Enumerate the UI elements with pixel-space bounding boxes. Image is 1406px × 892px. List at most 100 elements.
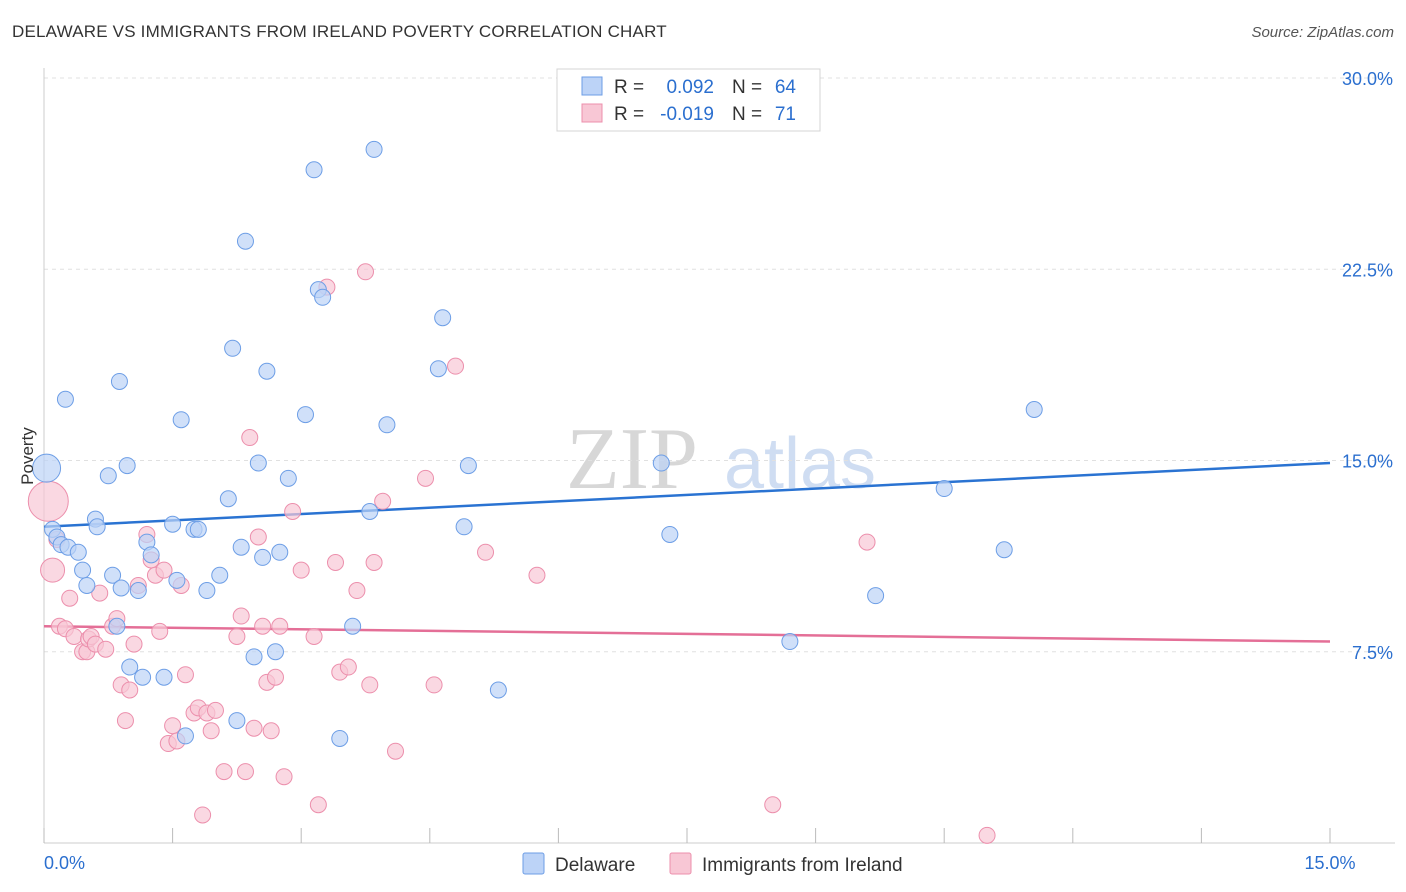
y-tick-label-2: 22.5%: [1342, 260, 1393, 280]
ireland-point-55: [326, 554, 344, 571]
ireland-point-52: [305, 627, 323, 645]
ireland-point-49: [275, 768, 293, 786]
delaware-point-21: [142, 546, 160, 564]
stats-legend-swatch-delaware: [581, 76, 603, 96]
ireland-point-68: [528, 566, 546, 584]
delaware-point-33: [228, 712, 246, 730]
stats-legend-swatch-ireland: [581, 103, 603, 123]
delaware-point-36: [245, 648, 263, 666]
ireland-point-58: [348, 582, 366, 600]
ireland-point-65: [425, 676, 443, 694]
ireland-point-70: [858, 533, 876, 551]
delaware-point-41: [271, 543, 289, 561]
delaware-point-30: [211, 566, 229, 584]
stats-legend-r-label-delaware: R =: [614, 77, 644, 98]
delaware-point-43: [296, 406, 314, 424]
delaware-point-57: [652, 454, 670, 472]
delaware-point-34: [232, 538, 250, 556]
series-legend-swatch-ireland: [669, 852, 692, 875]
delaware-point-26: [176, 727, 194, 745]
delaware-trend-line: [43, 461, 1331, 529]
y-axis-label: Poverty: [18, 427, 37, 485]
delaware-point-52: [429, 360, 447, 378]
ireland-point-57: [339, 658, 357, 676]
delaware-point-11: [99, 467, 117, 485]
ireland-point-19: [125, 635, 143, 653]
series-legend-label-ireland: Immigrants from Ireland: [702, 855, 903, 876]
delaware-point-15: [112, 579, 130, 597]
ireland-point-38: [228, 627, 246, 645]
delaware-point-63: [1025, 401, 1043, 418]
x-tick-label-0: 0.0%: [44, 853, 85, 873]
delaware-point-35: [236, 232, 254, 250]
ireland-point-64: [417, 469, 435, 487]
ireland-point-39: [232, 607, 250, 625]
delaware-point-56: [489, 681, 507, 699]
ireland-point-50: [284, 503, 302, 520]
y-tick-label-3: 30.0%: [1342, 69, 1393, 89]
ireland-point-35: [202, 722, 220, 740]
delaware-point-25: [155, 668, 173, 686]
ireland-point-30: [176, 666, 194, 684]
delaware-point-17: [121, 658, 139, 676]
ireland-point-46: [262, 722, 280, 740]
delaware-point-32: [224, 339, 242, 357]
ireland-point-43: [249, 528, 267, 546]
delaware-point-0: [32, 453, 62, 483]
ireland-point-66: [447, 357, 465, 375]
ireland-point-59: [357, 263, 374, 281]
ireland-point-44: [254, 617, 272, 635]
delaware-point-40: [266, 643, 284, 661]
ireland-point-47: [266, 668, 284, 686]
ireland-point-17: [116, 712, 134, 730]
delaware-point-31: [219, 490, 237, 508]
delaware-point-23: [168, 571, 186, 589]
delaware-point-59: [781, 633, 799, 651]
ireland-point-24: [151, 622, 169, 640]
delaware-point-58: [661, 525, 679, 543]
delaware-point-44: [305, 161, 323, 179]
ireland-point-33: [194, 806, 212, 824]
ireland-point-42: [245, 719, 263, 737]
delaware-point-29: [198, 582, 216, 600]
data-points: [27, 140, 1043, 844]
grid-lines: [44, 77, 1395, 653]
x-tick-label-1: 15.0%: [1304, 853, 1355, 873]
stats-legend-n-value-ireland: 71: [775, 104, 796, 125]
delaware-point-22: [172, 411, 190, 429]
tick-labels: 7.5% 15.0% 22.5% 30.0% 0.0% 15.0%: [44, 69, 1393, 873]
ireland-point-0: [27, 480, 69, 522]
delaware-point-13: [108, 617, 126, 635]
y-tick-label-1: 15.0%: [1342, 452, 1393, 472]
delaware-point-51: [378, 416, 396, 434]
delaware-point-48: [344, 617, 362, 635]
ireland-point-25: [155, 561, 173, 579]
ireland-point-69: [764, 796, 782, 814]
ireland-point-37: [215, 763, 233, 781]
delaware-point-42: [279, 469, 297, 487]
delaware-point-6: [74, 561, 92, 579]
delaware-point-8: [56, 390, 74, 408]
delaware-point-14: [110, 372, 128, 390]
ireland-point-51: [292, 561, 310, 579]
delaware-point-60: [867, 587, 885, 605]
watermark-zip: ZIP: [566, 411, 698, 508]
ireland-point-6: [65, 627, 83, 645]
ireland-point-40: [236, 763, 254, 781]
stats-legend-r-value-delaware: 0.092: [666, 77, 714, 98]
delaware-point-39: [258, 362, 276, 380]
y-tick-label-0: 7.5%: [1352, 643, 1393, 663]
ireland-point-67: [477, 543, 495, 561]
ireland-point-36: [206, 701, 224, 719]
series-legend-label-delaware: Delaware: [555, 855, 635, 876]
delaware-point-54: [455, 518, 473, 536]
ireland-point-5: [61, 589, 79, 607]
watermark: ZIP atlas: [566, 411, 876, 508]
ireland-point-13: [97, 640, 115, 658]
ireland-point-61: [365, 554, 383, 571]
ireland-point-53: [309, 796, 327, 814]
delaware-point-5: [69, 543, 87, 561]
delaware-point-53: [434, 309, 452, 327]
delaware-point-28: [189, 520, 207, 538]
delaware-point-12: [104, 566, 122, 584]
